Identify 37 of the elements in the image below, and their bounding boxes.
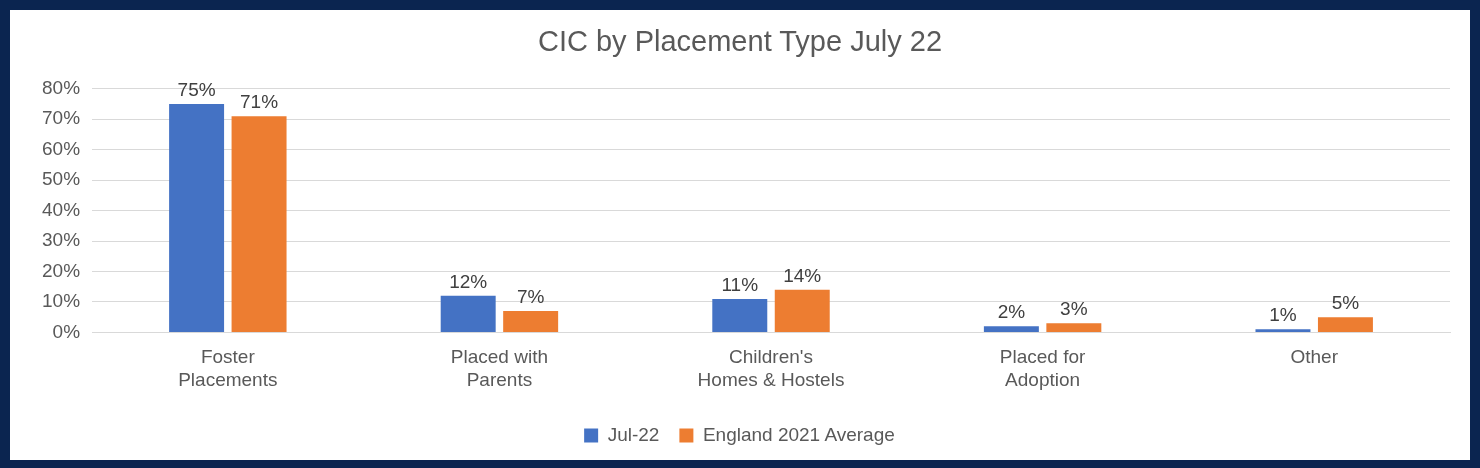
bar [712,298,768,332]
bar [1317,317,1373,332]
bar [503,311,559,332]
x-tick-label: Placed with Parents [450,346,549,390]
y-tick-label: 30% [42,229,81,251]
data-label: 14% [783,264,822,286]
x-tick-label: Foster Placements [178,346,278,390]
y-tick-label: 40% [42,198,81,220]
y-tick-label: 10% [42,290,81,312]
bar [1046,323,1102,332]
legend-label: Jul-22 [607,423,660,445]
bar [231,116,287,332]
data-label: 71% [240,90,279,112]
x-tick-label: Placed for Adoption [999,346,1087,390]
x-tick-label: Other [1290,346,1339,368]
y-tick-label: 50% [42,168,81,190]
data-label: 5% [1331,291,1360,313]
y-tick-label: 60% [42,137,81,159]
bar [774,289,830,332]
data-label: 3% [1060,298,1088,319]
data-label: 75% [177,78,216,100]
chart-title: CIC by Placement Type July 22 [537,25,943,58]
data-label: 1% [1269,304,1297,326]
x-tick-label: Children's Homes & Hostels [697,346,845,390]
bar [1255,329,1311,332]
bar [169,104,225,332]
y-tick-label: 80% [42,77,81,99]
bar [983,326,1039,332]
data-label: 12% [449,270,488,292]
legend-label: England 2021 Average [702,423,895,445]
data-label: 11% [721,273,759,295]
bar [440,295,496,332]
y-tick-label: 0% [52,320,81,342]
data-label: 2% [997,301,1026,323]
y-tick-label: 20% [42,259,81,281]
y-tick-label: 70% [42,107,81,129]
data-label: 7% [516,285,545,307]
